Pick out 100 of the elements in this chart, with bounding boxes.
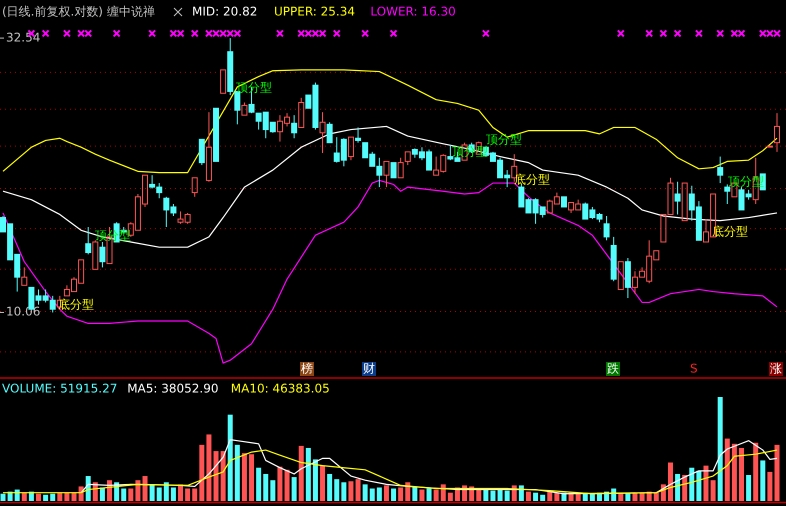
bar [490,490,496,501]
bar [654,492,659,501]
text: UPPER: 25.34 [274,4,356,18]
bar [86,476,91,501]
text: MA5: 38052.90 [127,381,219,396]
bar [398,487,404,501]
bar [150,484,155,501]
y-tick-label: 10.06 [6,304,40,319]
bar [306,448,311,501]
bar [384,485,389,501]
bar [767,472,772,501]
bar [263,474,268,501]
bar [426,488,432,501]
bar [100,487,105,501]
bar [348,481,354,501]
annotation: 顶分型 [486,132,522,146]
bar [334,479,340,501]
annotation: 榜 [301,361,313,376]
bar [391,488,396,501]
chart-title: (日线.前复权.对数) 缠中说禅 [2,4,155,18]
bar [356,479,361,501]
bar [50,494,56,501]
bar [440,484,446,501]
bar [710,480,716,501]
bar [718,397,723,501]
annotation: 跌 [607,361,619,376]
bar [312,459,318,501]
bar [774,444,780,501]
bar [689,468,694,501]
bar [412,486,418,501]
bar [760,460,766,501]
bar [370,488,375,501]
bar [220,451,226,501]
bar [256,468,262,501]
bar [36,494,42,501]
text: LOWER: 16.30 [370,4,456,18]
bar [518,485,524,501]
bar [249,454,254,501]
bar [540,494,546,501]
candlestick [320,112,326,154]
annotation: 底分型 [514,172,550,186]
bar [284,470,290,501]
bar [135,480,140,501]
bar [178,484,184,501]
bar [128,488,134,501]
bar [121,488,126,501]
bar [142,476,148,501]
bar [533,492,538,501]
bar [270,480,276,501]
bar [327,474,332,501]
bar [199,444,204,501]
annotation: 顶分型 [236,80,272,94]
bar [206,434,212,501]
bar [170,487,176,501]
bar [43,494,48,501]
bar [362,484,368,501]
candlestick [774,112,780,152]
bar [320,466,326,501]
bar [192,488,198,501]
bar [292,477,297,501]
bar [554,492,560,501]
bar [746,475,752,501]
bar [376,487,382,501]
bar [277,466,282,501]
bar [682,475,688,501]
bar [405,482,410,501]
bar [753,442,758,501]
bar [242,453,247,501]
bar [668,462,673,501]
annotation: 涨 [770,361,782,376]
bar [164,482,169,501]
text: MA10: 46383.05 [230,381,330,396]
line-series [2,126,778,248]
bar [434,490,439,501]
annotation: S [690,361,698,376]
bar [696,470,702,501]
annotation: 财 [363,361,375,376]
bar [185,488,190,501]
bar [234,444,240,501]
bar [547,492,552,501]
bar [0,494,6,501]
bar [448,492,453,501]
bar [732,444,737,501]
bar [341,482,346,501]
bar [526,492,531,501]
bar [156,487,162,501]
bar [504,490,510,501]
candlestick [717,156,724,184]
text: VOLUME: 51915.27 [2,381,118,396]
bar [214,451,219,501]
bar [419,490,424,501]
bar [228,414,233,501]
candlestick [674,181,681,215]
bar [498,490,503,501]
text: MID: 20.82 [192,4,258,18]
bar [724,438,730,501]
bar [703,466,708,501]
bar [298,446,304,501]
y-tick-label: 32.54 [6,30,40,44]
bar [738,448,744,501]
